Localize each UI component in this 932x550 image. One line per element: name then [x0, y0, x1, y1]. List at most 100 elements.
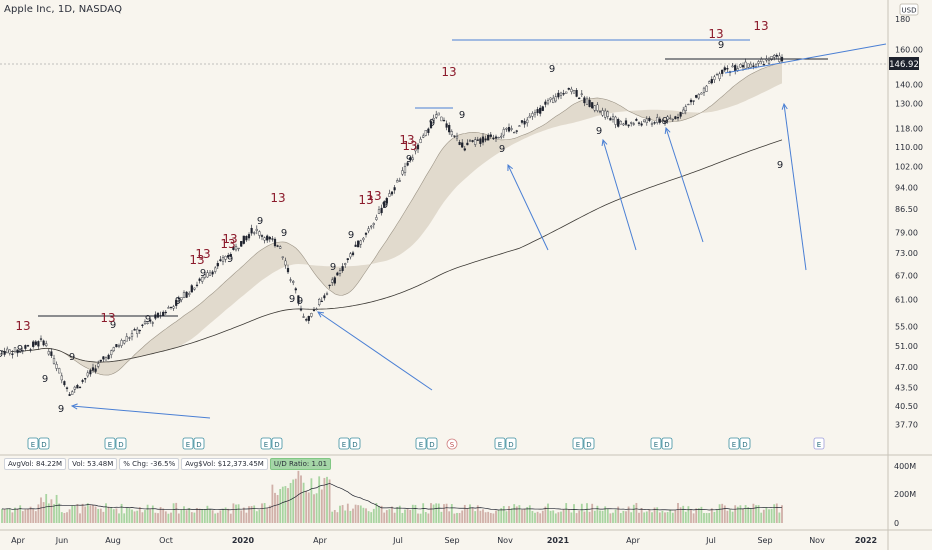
volume-tick-label: 200M [894, 490, 916, 499]
candle-body [94, 368, 97, 372]
chart-title: Apple Inc, 1D, NASDAQ [4, 4, 123, 15]
candle-body [104, 357, 108, 361]
volume-bar [63, 513, 66, 523]
candle-body [455, 136, 459, 139]
volume-bar [419, 513, 422, 523]
candle-body [190, 285, 193, 293]
currency-badge[interactable]: USD [899, 3, 919, 16]
volume-bar [372, 508, 375, 523]
time-tick-label: Aug [105, 536, 121, 545]
candle-body [591, 102, 594, 109]
candle-body [154, 314, 157, 319]
td-9-label: 9 [406, 154, 412, 165]
volume-bar [47, 503, 50, 523]
volume-bar [258, 509, 261, 523]
candle-body [692, 100, 695, 102]
candle-body [708, 81, 711, 84]
arrow-line [507, 164, 549, 251]
volume-bar [393, 512, 396, 523]
candle-body [302, 316, 305, 318]
volume-bar [778, 512, 781, 523]
time-tick-label: Nov [809, 536, 825, 545]
candle-body [754, 63, 758, 67]
candle-body [240, 241, 243, 247]
volume-bar [744, 505, 747, 523]
candle-body [188, 293, 191, 295]
candle-body [497, 137, 500, 139]
candle-body [757, 61, 760, 64]
volume-bar [58, 503, 61, 523]
volume-bar [60, 512, 63, 523]
candle-body [115, 344, 118, 348]
volume-bar [674, 510, 677, 523]
svg-text:D: D [664, 441, 669, 449]
volume-bar [677, 502, 679, 523]
td-13-label: 13 [195, 247, 210, 261]
volume-bar [583, 511, 586, 523]
volume-bar [409, 509, 412, 523]
volume-bar [541, 510, 544, 523]
candle-body [721, 69, 724, 74]
volume-bar [196, 508, 198, 523]
candle-body [442, 119, 446, 122]
time-tick-label: Apr [313, 536, 328, 545]
td-9-label: 9 [429, 118, 435, 129]
price-tick-label: 102.00 [895, 162, 923, 171]
volume-bar [554, 513, 557, 523]
volume-bar [53, 504, 55, 523]
candle-body [227, 255, 230, 258]
last-price-tag: 146.92 [889, 57, 919, 70]
volume-bar [645, 511, 648, 523]
time-axis[interactable]: Apr Jun Aug Oct 2020 Apr Jul Sep Nov 2021 Apr Jul Se… [11, 536, 877, 545]
volume-bar [664, 512, 666, 523]
candle-body [702, 87, 706, 93]
volume-bar [406, 509, 409, 523]
candle-body [193, 287, 196, 290]
volume-bar [344, 510, 347, 523]
volume-bar [606, 509, 609, 523]
td-9-label: 9 [175, 296, 181, 307]
candle-body [3, 350, 6, 355]
volume-bar [549, 510, 552, 523]
td-13-label: 13 [220, 237, 235, 251]
volume-bar [216, 512, 219, 523]
volume-bar [482, 509, 484, 523]
candle-body [323, 295, 326, 299]
volume-bar [713, 511, 716, 523]
volume-bar [159, 507, 162, 523]
volume-bar [474, 511, 477, 523]
td-13-label: 13 [189, 253, 204, 267]
candle-body [650, 123, 654, 125]
volume-bar [222, 509, 224, 523]
upper-trendline [724, 43, 887, 74]
volume-bar [692, 513, 695, 523]
price-axis[interactable]: 180 160.00 140.00 130.00 118.00 110.00 102.00 9… [895, 15, 923, 429]
svg-text:E: E [186, 441, 190, 449]
candle-body [130, 333, 134, 337]
candle-body [726, 68, 729, 70]
candle-body [375, 217, 378, 220]
volume-bar [120, 503, 123, 523]
volume-bar [463, 504, 466, 523]
candle-body [206, 272, 209, 278]
volume-bar [385, 510, 388, 523]
candle-body [128, 337, 131, 339]
candle-body [102, 356, 105, 360]
volume-bar [398, 505, 401, 523]
volume-bar [352, 508, 354, 523]
candle-body [29, 349, 32, 351]
candle-body [211, 271, 214, 275]
volume-bar [391, 506, 393, 523]
svg-text:D: D [508, 441, 513, 449]
candle-body [11, 353, 14, 355]
candle-body [409, 157, 412, 160]
candle-body [653, 122, 656, 124]
candle-body [705, 85, 708, 92]
drawn-lines [38, 39, 887, 317]
candle-body [562, 93, 565, 95]
earnings-marker: E [728, 437, 740, 450]
volume-bar [448, 511, 451, 523]
candle-body [214, 267, 217, 272]
arrow-head [317, 311, 325, 318]
